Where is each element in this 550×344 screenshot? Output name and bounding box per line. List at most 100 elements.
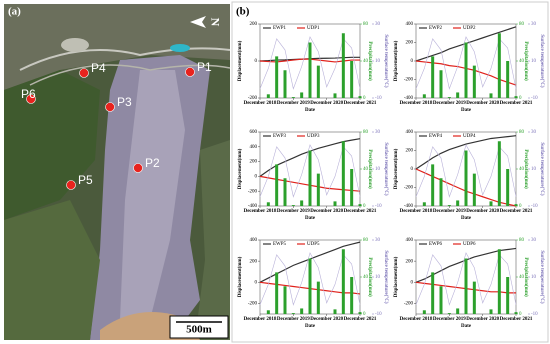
- chart: -400 -200 0 200 400 0 40 80 -10 10 30 December 2018…: [394, 130, 544, 221]
- y3-tick-label: -10: [375, 204, 382, 209]
- y-tick-label: 0: [411, 167, 414, 172]
- precipitation-bar: [300, 200, 304, 206]
- precipitation-bar: [350, 169, 354, 206]
- x-tick-label: December 2019: [433, 101, 466, 106]
- y3-axis-label: Surface temperature(°C): [383, 250, 388, 303]
- x-tick-label: December 2020: [466, 209, 499, 214]
- y2-tick-label: 80: [363, 22, 369, 27]
- y2-tick-label: 0: [519, 312, 522, 317]
- x-axis-label: Date: [305, 108, 316, 113]
- x-tick-label: December 2021: [500, 317, 533, 322]
- y-tick-label: 200: [250, 259, 258, 264]
- y3-tick-label: -10: [531, 96, 538, 101]
- x-tick-label: December 2021: [344, 101, 377, 106]
- precipitation-bar: [283, 70, 287, 98]
- y-tick-label: 0: [255, 59, 258, 64]
- x-axis-label: Date: [461, 324, 472, 329]
- precipitation-bar: [489, 201, 493, 206]
- y2-tick-label: 80: [519, 22, 525, 27]
- y2-axis-label: Precipitation(mm): [523, 41, 528, 81]
- scale-bar: 500m: [169, 315, 229, 339]
- x-axis-label: Date: [305, 216, 316, 221]
- precipitation-bar: [422, 310, 426, 314]
- x-tick-label: December 2020: [310, 101, 343, 106]
- precipitation-bar: [341, 33, 345, 98]
- y3-tick-label: 10: [531, 167, 537, 172]
- y-tick-label: 400: [406, 130, 414, 135]
- precipitation-bar: [333, 309, 337, 314]
- precipitation-bar: [308, 258, 312, 314]
- x-tick-label: December 2020: [310, 209, 343, 214]
- precipitation-bar: [350, 61, 354, 98]
- y2-tick-label: 0: [519, 204, 522, 209]
- y2-tick-label: 40: [519, 59, 525, 64]
- legend-label: UDP2: [463, 26, 476, 31]
- x-tick-label: December 2020: [310, 317, 343, 322]
- precipitation-bar: [514, 96, 518, 98]
- precipitation-bar: [291, 97, 295, 98]
- y3-tick-label: 30: [531, 22, 537, 27]
- precipitation-bar: [422, 202, 426, 206]
- precipitation-bar: [316, 173, 320, 206]
- x-tick-label: December 2018: [400, 101, 433, 106]
- y2-tick-label: 80: [363, 130, 369, 135]
- y-tick-label: 200: [250, 22, 258, 27]
- y3-tick-label: -10: [375, 96, 382, 101]
- y3-axis-label: Surface temperature(°C): [539, 34, 544, 87]
- x-tick-label: December 2019: [277, 101, 310, 106]
- x-tick-label: December 2018: [400, 209, 433, 214]
- site-marker: [185, 67, 195, 77]
- y2-tick-label: 0: [363, 204, 366, 209]
- y2-tick-label: 0: [363, 312, 366, 317]
- precipitation-bar: [439, 70, 443, 98]
- site-label: P4: [91, 61, 106, 75]
- x-axis-label: Date: [305, 324, 316, 329]
- y2-axis-label: Precipitation(mm): [367, 149, 372, 189]
- scale-label: 500m: [186, 324, 212, 336]
- x-tick-label: December 2019: [433, 209, 466, 214]
- precipitation-bar: [316, 65, 320, 98]
- site-marker: [105, 102, 115, 112]
- panel-label: (b): [236, 6, 250, 18]
- y2-tick-label: 40: [519, 167, 525, 172]
- x-tick-label: December 2019: [433, 317, 466, 322]
- site-label: P1: [197, 60, 212, 74]
- precipitation-bar: [456, 200, 460, 206]
- y-tick-label: 600: [250, 130, 258, 135]
- x-tick-label: December 2021: [344, 317, 377, 322]
- precipitation-bar: [456, 92, 460, 98]
- y3-tick-label: 10: [375, 59, 381, 64]
- y-tick-label: 0: [255, 175, 258, 180]
- precipitation-bar: [358, 96, 362, 98]
- north-arrow: N: [190, 16, 222, 28]
- y-tick-label: -400: [248, 204, 258, 209]
- precipitation-bar: [333, 201, 337, 206]
- precipitation-bar: [514, 204, 518, 206]
- precipitation-bar: [514, 312, 518, 314]
- panel-frame: [231, 1, 549, 343]
- displacement-line: [415, 135, 517, 170]
- precipitation-bar: [472, 65, 476, 98]
- y3-axis-label: Surface temperature(°C): [383, 34, 388, 87]
- precipitation-bar: [266, 202, 270, 206]
- y2-tick-label: 40: [363, 275, 369, 280]
- y-tick-label: -200: [404, 78, 414, 83]
- precipitation-bar: [275, 56, 279, 98]
- y-tick-label: -400: [404, 96, 414, 101]
- y-tick-label: -200: [404, 302, 414, 307]
- precipitation-bar: [456, 308, 460, 314]
- x-axis-label: Date: [461, 216, 472, 221]
- y3-tick-label: 30: [375, 22, 381, 27]
- precipitation-bar: [291, 313, 295, 314]
- y3-axis-label: Surface temperature(°C): [539, 250, 544, 303]
- precipitation-bar: [275, 164, 279, 206]
- y-axis-label: Displacement(mm): [238, 40, 243, 81]
- y-axis-label: Displacement(mm): [394, 40, 399, 81]
- y-tick-label: 0: [255, 280, 258, 285]
- y-tick-label: 400: [250, 238, 258, 243]
- x-tick-label: December 2018: [400, 317, 433, 322]
- precipitation-bar: [506, 169, 510, 206]
- precipitation-bar: [308, 42, 312, 98]
